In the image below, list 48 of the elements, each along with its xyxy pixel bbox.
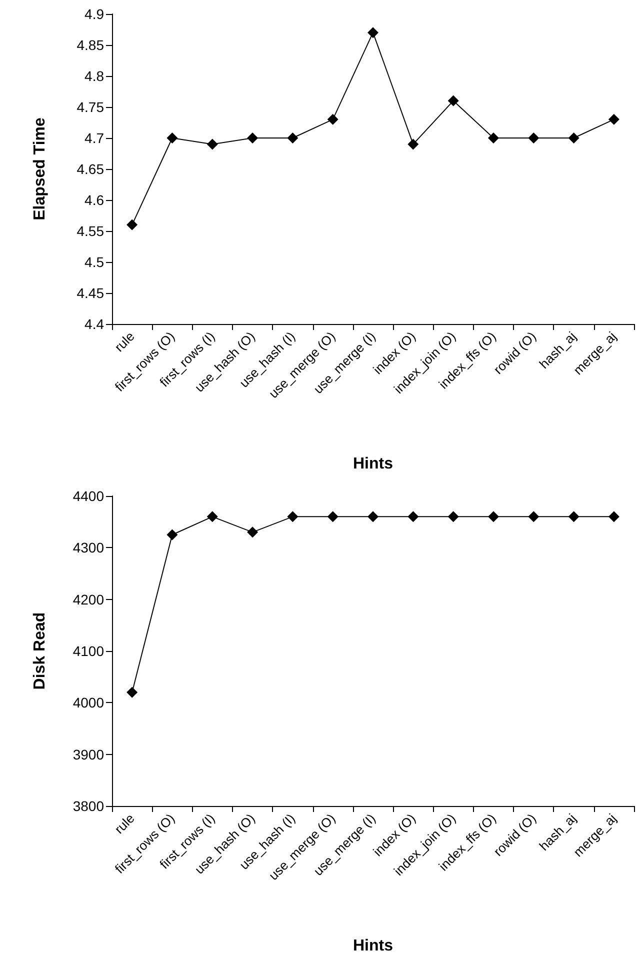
point (206, 511, 218, 522)
y-tick-label: 4.55 (76, 223, 104, 239)
point (448, 511, 459, 522)
point (287, 132, 298, 144)
point (568, 132, 580, 144)
point (488, 132, 499, 144)
y-axis-title: Disk Read (32, 612, 48, 690)
y-tick-label: 3900 (72, 746, 104, 762)
point (488, 511, 499, 522)
point (287, 511, 298, 522)
point (448, 95, 459, 106)
y-tick-label: 4.9 (84, 6, 104, 22)
point (247, 526, 258, 538)
point (608, 511, 620, 522)
y-tick-label: 4.7 (84, 130, 104, 146)
point (126, 219, 138, 230)
x-axis-title: Hints (353, 456, 394, 472)
y-tick-label: 4.85 (76, 37, 104, 53)
y-tick-label: 4.75 (76, 99, 104, 115)
y-tick-label: 4200 (72, 591, 104, 608)
point (166, 132, 178, 144)
y-tick-label: 4000 (72, 694, 104, 711)
point (327, 511, 338, 522)
y-tick-label: 4.65 (76, 161, 104, 177)
point (408, 138, 419, 150)
point (568, 511, 580, 522)
point (126, 686, 138, 698)
point (368, 27, 378, 38)
point (408, 511, 419, 522)
point (608, 114, 620, 125)
point (368, 511, 378, 522)
y-tick-label: 4.45 (76, 285, 104, 301)
point (528, 511, 540, 522)
y-tick-label: 4300 (72, 540, 104, 556)
y-tick-label: 4.8 (84, 68, 104, 84)
point (206, 138, 218, 150)
y-tick-label: 4.5 (84, 254, 104, 270)
point (247, 132, 258, 144)
y-tick-label: 4.6 (84, 192, 104, 208)
y-tick-label: 4.4 (84, 316, 104, 332)
point (166, 529, 178, 540)
y-tick-label: 4100 (72, 643, 104, 659)
point (528, 132, 540, 144)
point (327, 114, 338, 125)
x-axis-title: Hints (353, 938, 394, 954)
y-axis-title: Elapsed Time (32, 117, 48, 220)
y-tick-label: 3800 (72, 798, 104, 814)
y-tick-label: 4400 (72, 488, 104, 504)
